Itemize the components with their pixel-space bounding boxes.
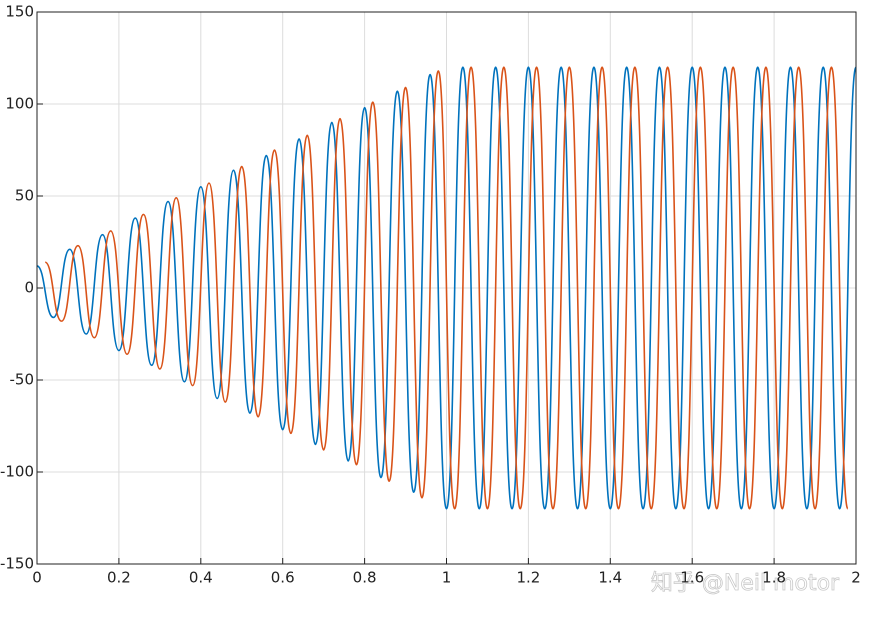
x-tick-label: 0.8 [353, 569, 377, 587]
x-tick-label: 0 [32, 569, 42, 587]
series-line [44, 66, 849, 510]
x-tick-label: 0.2 [107, 569, 131, 587]
x-tick-label: 1.2 [516, 569, 540, 587]
y-tick-label: 50 [15, 187, 34, 205]
x-tick-label: 1 [442, 569, 452, 587]
x-tick-label: 0.4 [189, 569, 213, 587]
y-tick-label: 100 [5, 95, 34, 113]
y-tick-label: 0 [24, 279, 34, 297]
watermark: 知乎 @Neil motor [651, 571, 840, 596]
series-line [36, 66, 857, 510]
y-tick-label: -100 [0, 463, 34, 481]
y-tick-label: 150 [5, 3, 34, 21]
x-tick-label: 1.8 [762, 569, 786, 587]
x-tick-label: 1.4 [598, 569, 622, 587]
x-tick-label: 0.6 [271, 569, 295, 587]
plot-frame [36, 11, 857, 565]
y-tick-label: -150 [0, 555, 34, 573]
x-tick-label: 1.6 [680, 569, 704, 587]
x-tick-label: 2 [851, 569, 861, 587]
y-tick-label: -50 [10, 371, 35, 389]
